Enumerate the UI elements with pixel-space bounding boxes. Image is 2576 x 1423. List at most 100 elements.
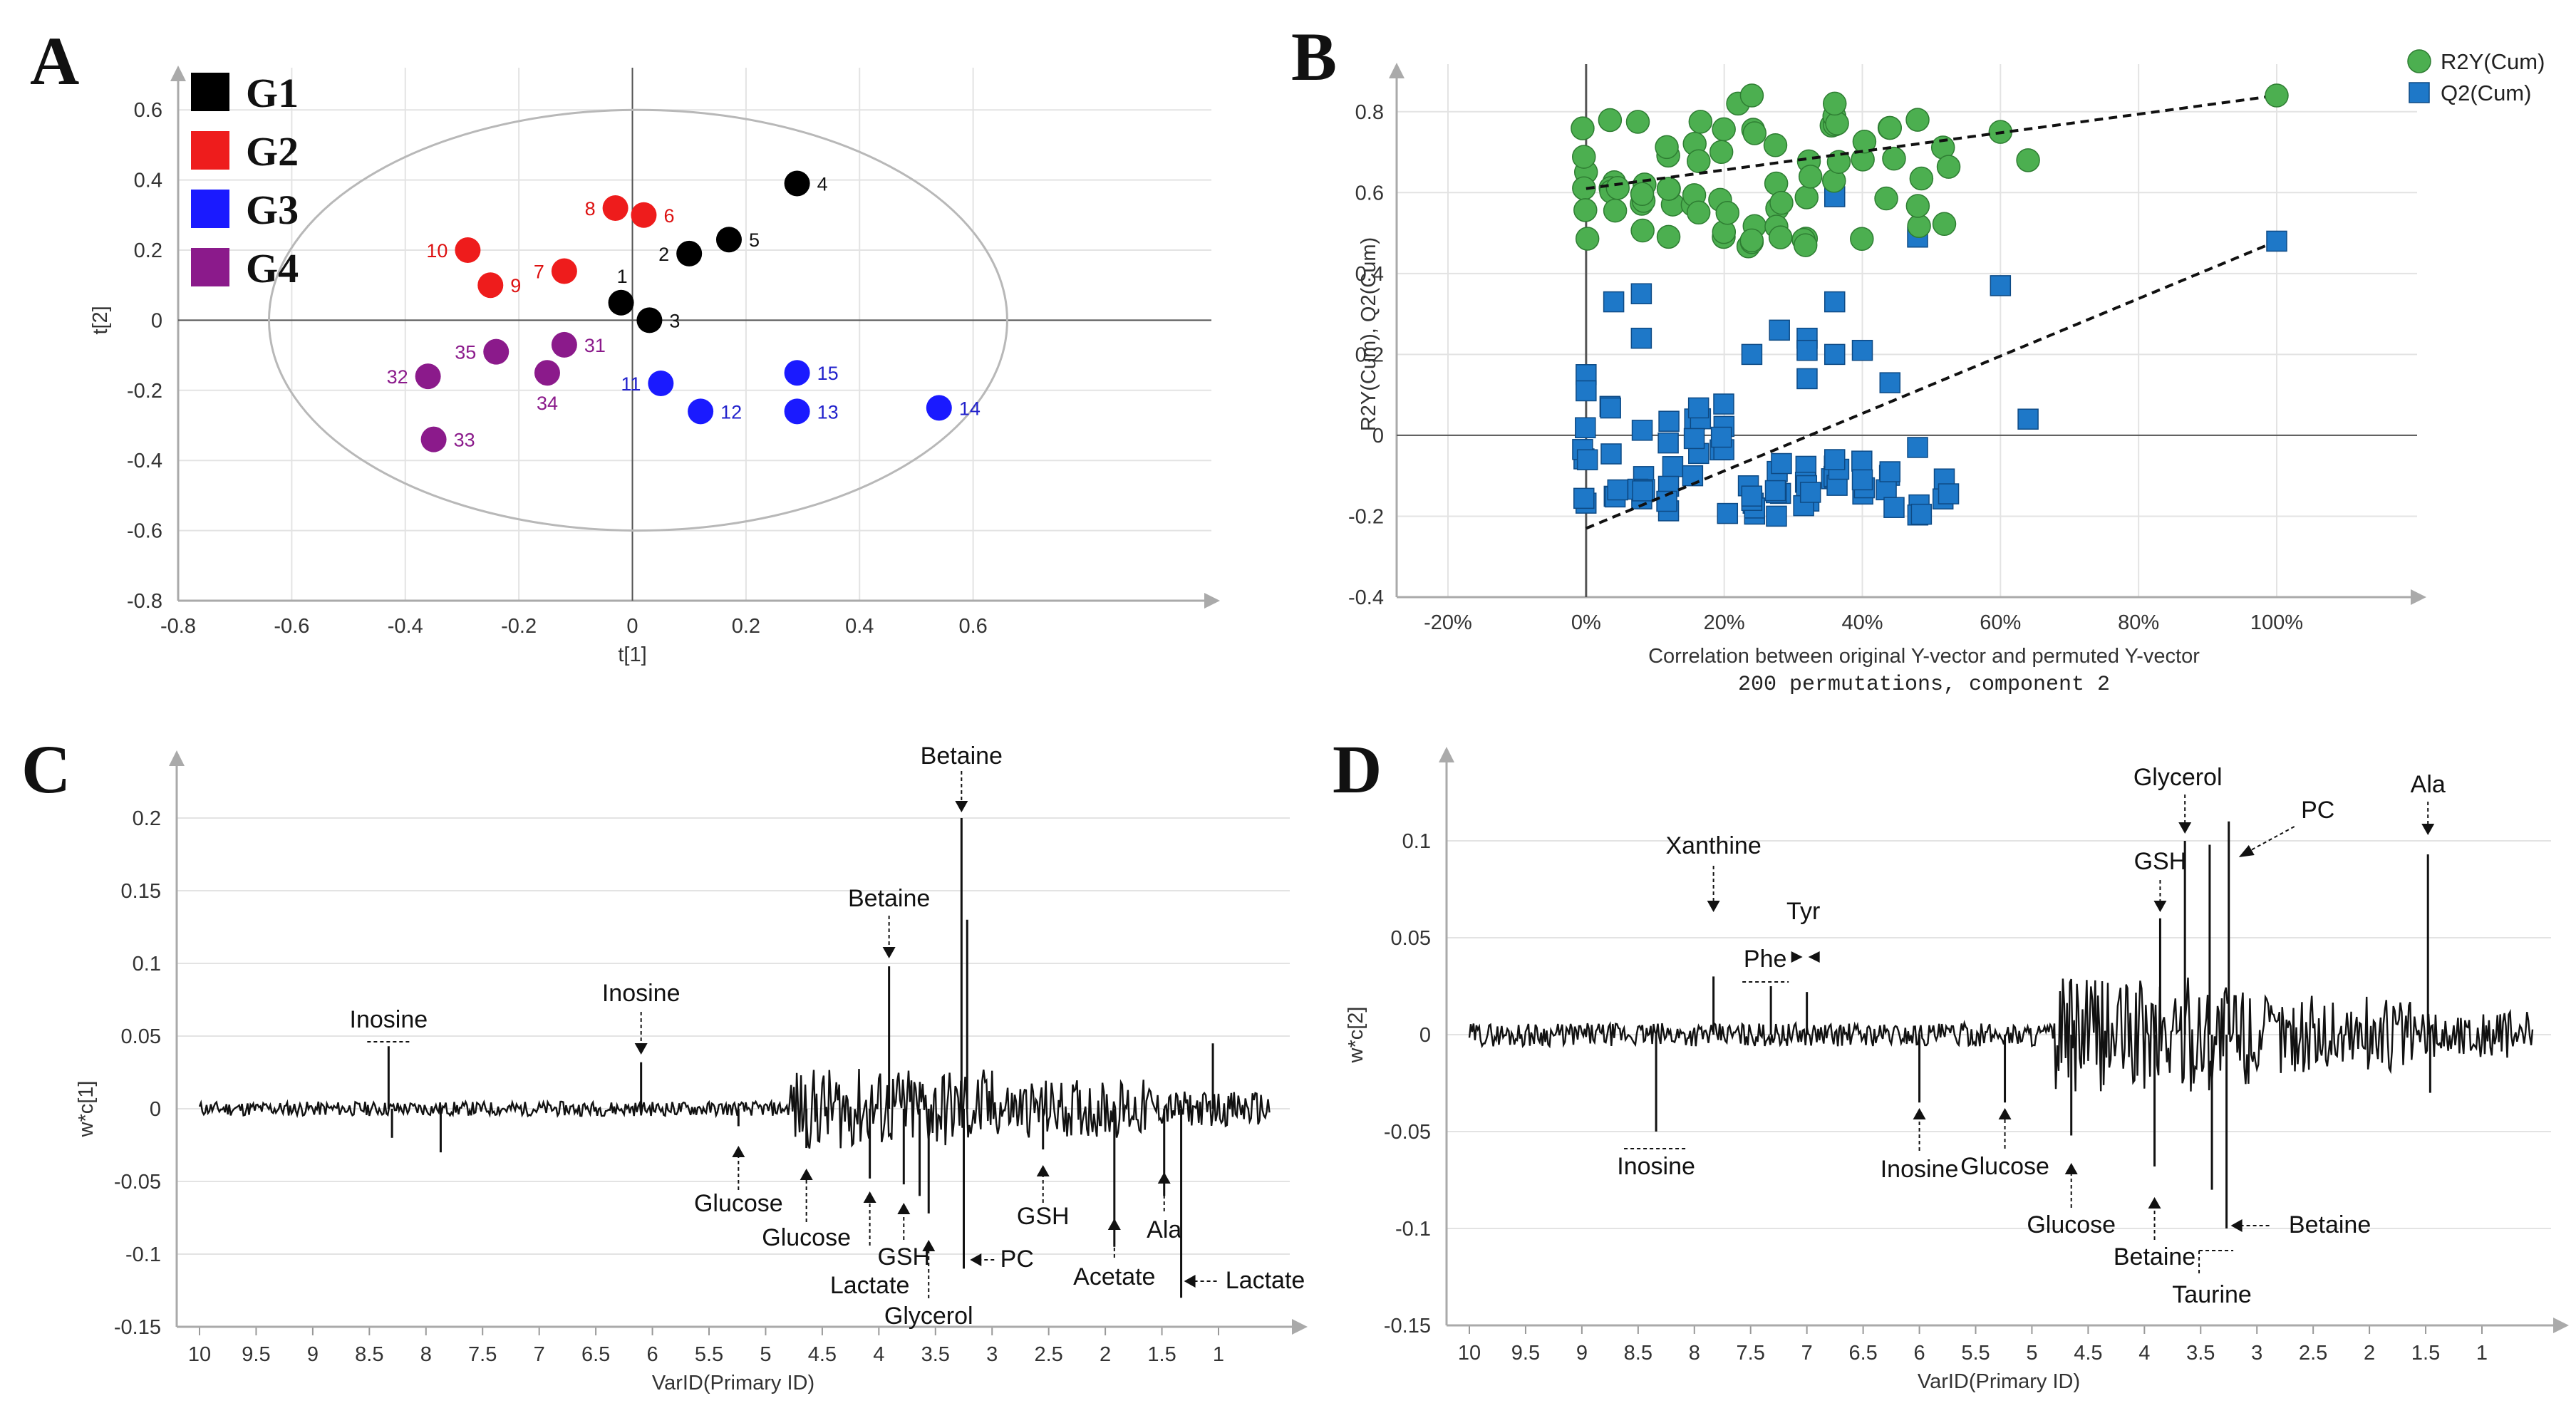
data-point-label: 4: [817, 174, 828, 195]
peak-annotation: Betaine: [2114, 1243, 2195, 1271]
peak-annotation: Betaine: [2289, 1211, 2371, 1238]
q2-permuted-point: [1824, 291, 1846, 313]
q2-permuted-point: [1658, 410, 1680, 432]
q2-permuted-point: [1575, 417, 1596, 439]
data-point-g3: [784, 398, 810, 425]
r2y-permuted-point: [1715, 200, 1740, 225]
panel-a: A 0.6 0.4 0.2 0 -0.2 -0.4 -0.6 -0.8-0.8 -0.6 -0.4 -…: [30, 23, 1220, 666]
y-axis-label: w*c[1]: [75, 1081, 98, 1138]
data-point-g1: [784, 170, 810, 197]
y-tick-label: 0.4: [134, 170, 162, 192]
r2y-permuted-point: [1655, 135, 1679, 160]
r2y-permuted-point: [1742, 121, 1767, 145]
y-tick-label: 0.1: [1402, 830, 1431, 853]
x-tick-label: 80%: [2118, 611, 2159, 634]
q2-permuted-point: [1741, 343, 1763, 366]
y-tick-label: -0.4: [1348, 586, 1384, 609]
q2-permuted-point: [1600, 443, 1622, 465]
annotation-arrow-head: [2230, 1219, 2243, 1232]
legend-q2-label: Q2(Cum): [2441, 81, 2531, 105]
data-point-label: 12: [720, 401, 742, 423]
x-tick-label: 4.5: [2074, 1342, 2102, 1365]
y-tick-label: -0.2: [1348, 505, 1384, 528]
legend-swatch-g4: [191, 248, 229, 286]
x-tick-label: 5: [2026, 1342, 2037, 1365]
data-point-g4: [551, 331, 577, 358]
q2-permuted-point: [1876, 479, 1897, 501]
x-axis-label: Correlation between original Y-vector an…: [1648, 645, 2200, 668]
x-tick-label: 9: [307, 1343, 319, 1366]
peak-annotation: Tyr: [1786, 898, 1820, 925]
q2-permuted-point: [1764, 480, 1786, 502]
panel-b-y-axis-arrow: [1389, 63, 1405, 78]
q2-permuted-point: [1824, 343, 1846, 366]
legend-r2y-marker: [2407, 49, 2431, 73]
q2-permuted-point: [1769, 319, 1790, 341]
legend-label: G1: [246, 70, 299, 116]
data-point-label: 13: [817, 401, 839, 423]
x-tick-label: 0: [626, 615, 638, 638]
r2y-regression-line: [1586, 94, 2277, 190]
r2y-permuted-point: [1573, 198, 1598, 222]
x-tick-label: 10: [1458, 1342, 1481, 1365]
r2y-permuted-point: [1874, 186, 1898, 211]
legend-swatch-g1: [191, 73, 229, 111]
panel-b-x-axis-arrow: [2411, 589, 2426, 605]
x-tick-label: 2: [2364, 1342, 2375, 1365]
spectrum-line: [1468, 977, 2534, 1092]
data-point-g1: [676, 240, 703, 267]
data-point-g1: [715, 227, 742, 253]
q2-permuted-point: [1824, 449, 1846, 470]
peak-annotation: Xanthine: [1666, 832, 1762, 859]
data-point-g2: [551, 258, 577, 284]
data-point-g3: [648, 370, 674, 396]
data-point-label: 6: [663, 205, 674, 227]
annotation-arrow-head: [2421, 824, 2435, 835]
r2y-permuted-point: [1572, 145, 1596, 169]
data-point-g4: [420, 426, 447, 452]
q2-permuted-point: [1713, 393, 1734, 415]
annotation-arrow-head: [1707, 901, 1720, 912]
annotation-arrow-stem: [2244, 826, 2295, 854]
data-point-label: 34: [537, 393, 558, 414]
peak-annotation: Taurine: [2172, 1281, 2252, 1308]
panel-b: B 0.8 0.6 0.4 0.2 0 -0.2 -0.4 -20% 0% 20% 40% 60% 80%…: [1291, 19, 2545, 697]
y-tick-label: -0.8: [127, 590, 162, 613]
y-tick-label: 0.2: [134, 239, 162, 262]
data-point-label: 5: [749, 229, 760, 251]
q2-permuted-point: [1687, 397, 1709, 419]
x-tick-label: 5.5: [1961, 1342, 1990, 1365]
y-tick-label: -0.15: [114, 1316, 161, 1339]
y-tick-label: 0: [150, 1098, 161, 1121]
x-axis-label: t[1]: [618, 643, 646, 666]
y-tick-label: 0.05: [1391, 927, 1431, 950]
annotation-arrow-head: [1184, 1275, 1196, 1288]
annotation-arrow-head: [1808, 951, 1820, 963]
data-point-label: 1: [617, 266, 628, 287]
x-tick-label: 9.5: [1511, 1342, 1540, 1365]
annotation-arrow-head: [1998, 1108, 2012, 1119]
data-point-g1: [636, 307, 663, 333]
r2y-permuted-point: [1798, 165, 1823, 189]
peak-annotation: Betaine: [921, 742, 1003, 770]
r2y-permuted-point: [1794, 185, 1819, 209]
y-tick-label: -0.1: [125, 1243, 161, 1266]
peak-annotation: Inosine: [602, 980, 681, 1007]
x-tick-label: 3.5: [921, 1343, 950, 1366]
q2-permuted-point: [1683, 428, 1705, 450]
annotation-arrow-head: [2178, 822, 2192, 834]
r2y-permuted-point: [1909, 166, 1934, 191]
y-tick-label: 0.6: [134, 99, 162, 122]
y-tick-label: -0.05: [114, 1171, 161, 1194]
peak-annotation: Glucose: [2027, 1211, 2116, 1238]
x-tick-label: 8.5: [355, 1343, 383, 1366]
peak-annotation: Inosine: [1881, 1156, 1959, 1183]
y-tick-label: -0.1: [1395, 1218, 1431, 1241]
r2y-permuted-point: [1882, 146, 1906, 171]
r2y-permuted-point: [1936, 155, 1961, 179]
legend-label: G4: [246, 245, 299, 291]
x-tick-label: 7.5: [468, 1343, 497, 1366]
annotation-arrow-head: [863, 1191, 876, 1203]
x-tick-label: 40%: [1841, 611, 1883, 634]
y-tick-label: 0.1: [133, 953, 161, 976]
